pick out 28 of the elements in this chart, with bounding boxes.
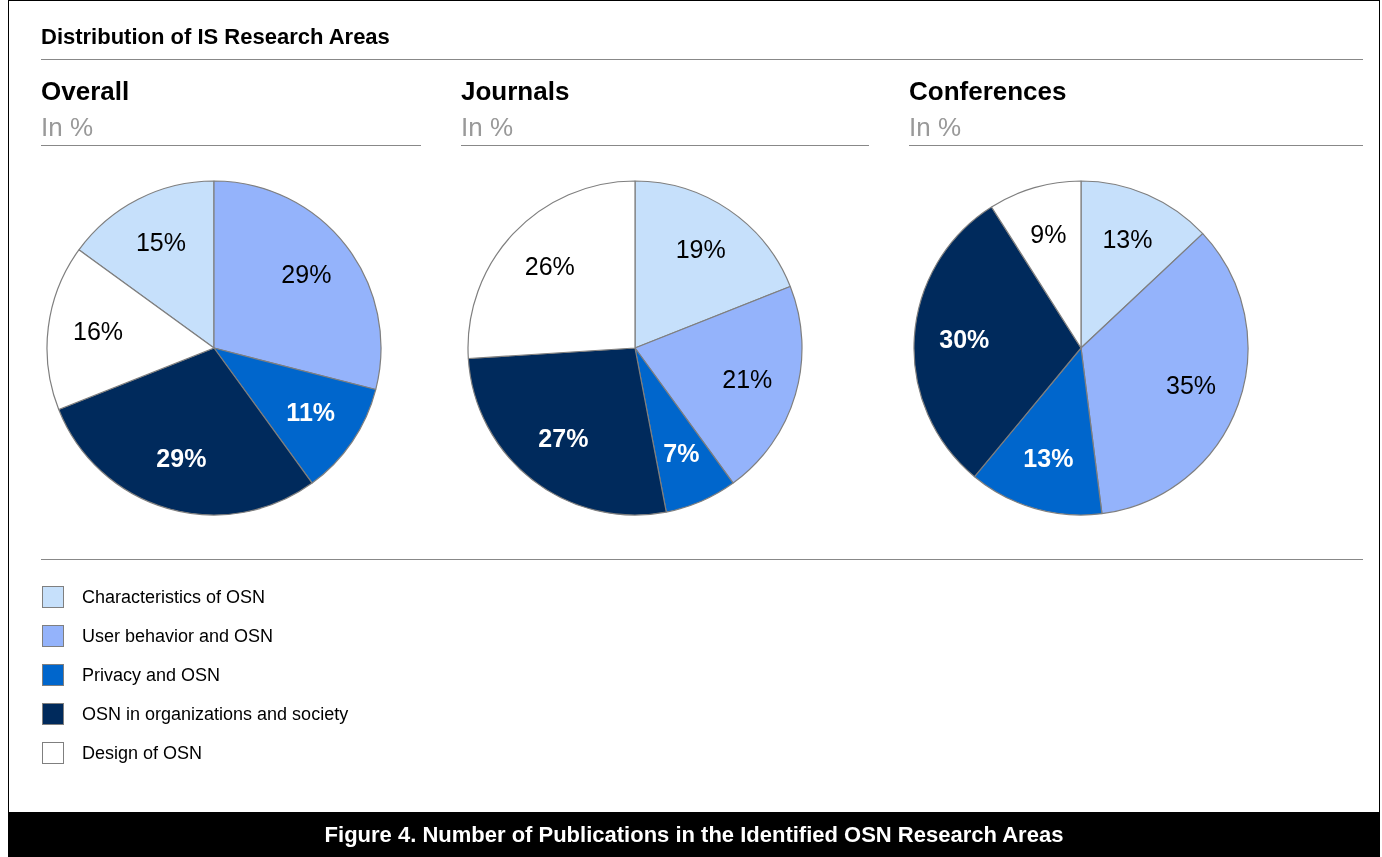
data-label: 29% [281, 260, 332, 289]
data-label: 13% [1023, 444, 1074, 473]
chart-title: Conferences [909, 76, 1067, 107]
data-label: 9% [1030, 219, 1067, 248]
data-label: 21% [722, 364, 773, 393]
chart-title: Overall [41, 76, 130, 107]
chart-subtitle: In % [909, 112, 962, 143]
text: Distribution of IS Research Areas [41, 24, 390, 50]
chart-title: Journals [461, 76, 570, 107]
data-label: 26% [524, 251, 575, 280]
data-label: 19% [675, 235, 726, 264]
data-label: 27% [538, 424, 589, 453]
legend-label: Characteristics of OSN [82, 586, 266, 608]
data-label: 11% [286, 397, 336, 426]
data-label: 13% [1102, 224, 1153, 253]
data-label: 15% [135, 227, 186, 256]
data-label: 35% [1165, 371, 1217, 400]
data-label: 16% [73, 317, 124, 346]
data-label: 29% [156, 444, 207, 473]
caption: Figure 4. Number of Publications in the Identified OSN Research Areas [324, 822, 1064, 847]
data-label: 7% [663, 439, 700, 468]
chart-subtitle: In % [461, 112, 514, 143]
data-label: 30% [939, 324, 990, 353]
legend-label: User behavior and OSN [82, 625, 274, 647]
legend-label: Privacy and OSN [82, 664, 221, 686]
chart-subtitle: In % [41, 112, 94, 143]
legend-label: Design of OSN [82, 742, 203, 764]
legend-label: OSN in organizations and society [82, 703, 349, 725]
